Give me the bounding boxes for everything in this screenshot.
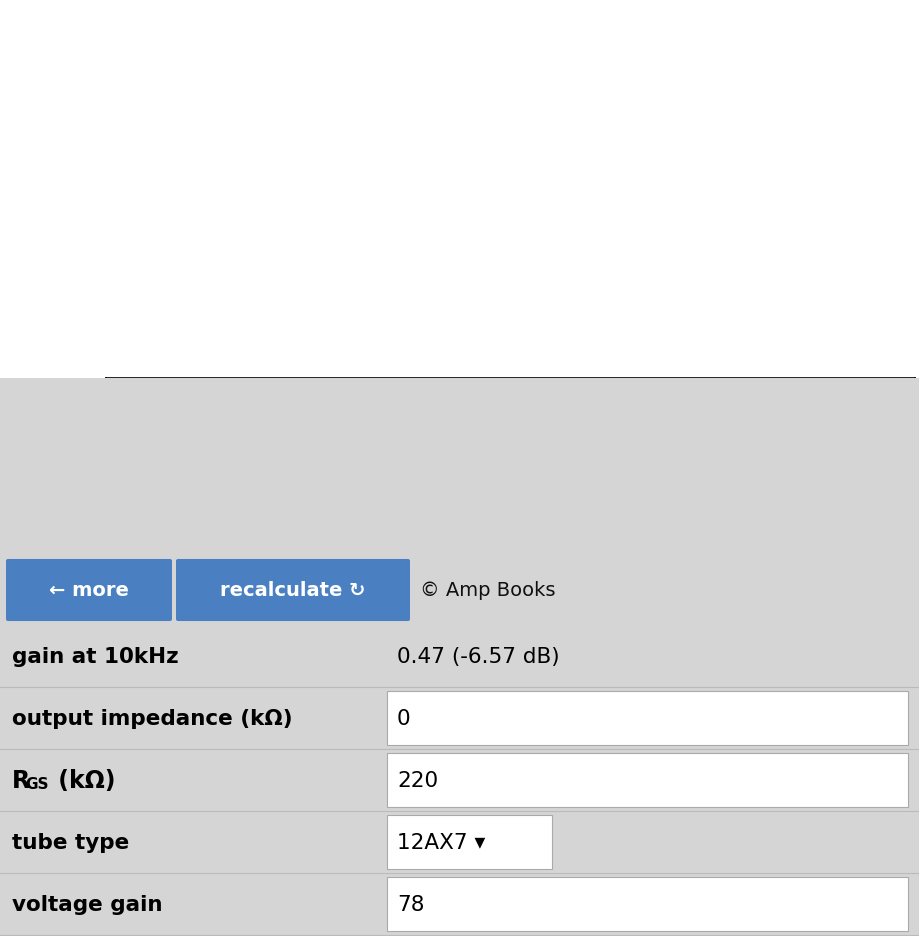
Text: 0.47 (-6.57 dB): 0.47 (-6.57 dB): [397, 647, 559, 666]
Text: 12AX7 ▾: 12AX7 ▾: [397, 832, 484, 852]
Text: recalculate ↻: recalculate ↻: [220, 581, 366, 600]
Text: R: R: [12, 768, 30, 792]
Text: gain at 10kHz: gain at 10kHz: [12, 647, 178, 666]
Text: GS: GS: [25, 777, 49, 792]
Text: tube type: tube type: [12, 832, 129, 852]
Text: 0: 0: [397, 709, 410, 728]
Text: voltage gain: voltage gain: [12, 894, 163, 914]
Text: (kΩ): (kΩ): [50, 768, 116, 792]
Text: output impedance (kΩ): output impedance (kΩ): [12, 709, 292, 728]
Text: © Amp Books: © Amp Books: [420, 581, 555, 600]
Text: ← more: ← more: [49, 581, 129, 600]
Text: 78: 78: [397, 894, 424, 914]
Text: 220: 220: [397, 770, 437, 790]
